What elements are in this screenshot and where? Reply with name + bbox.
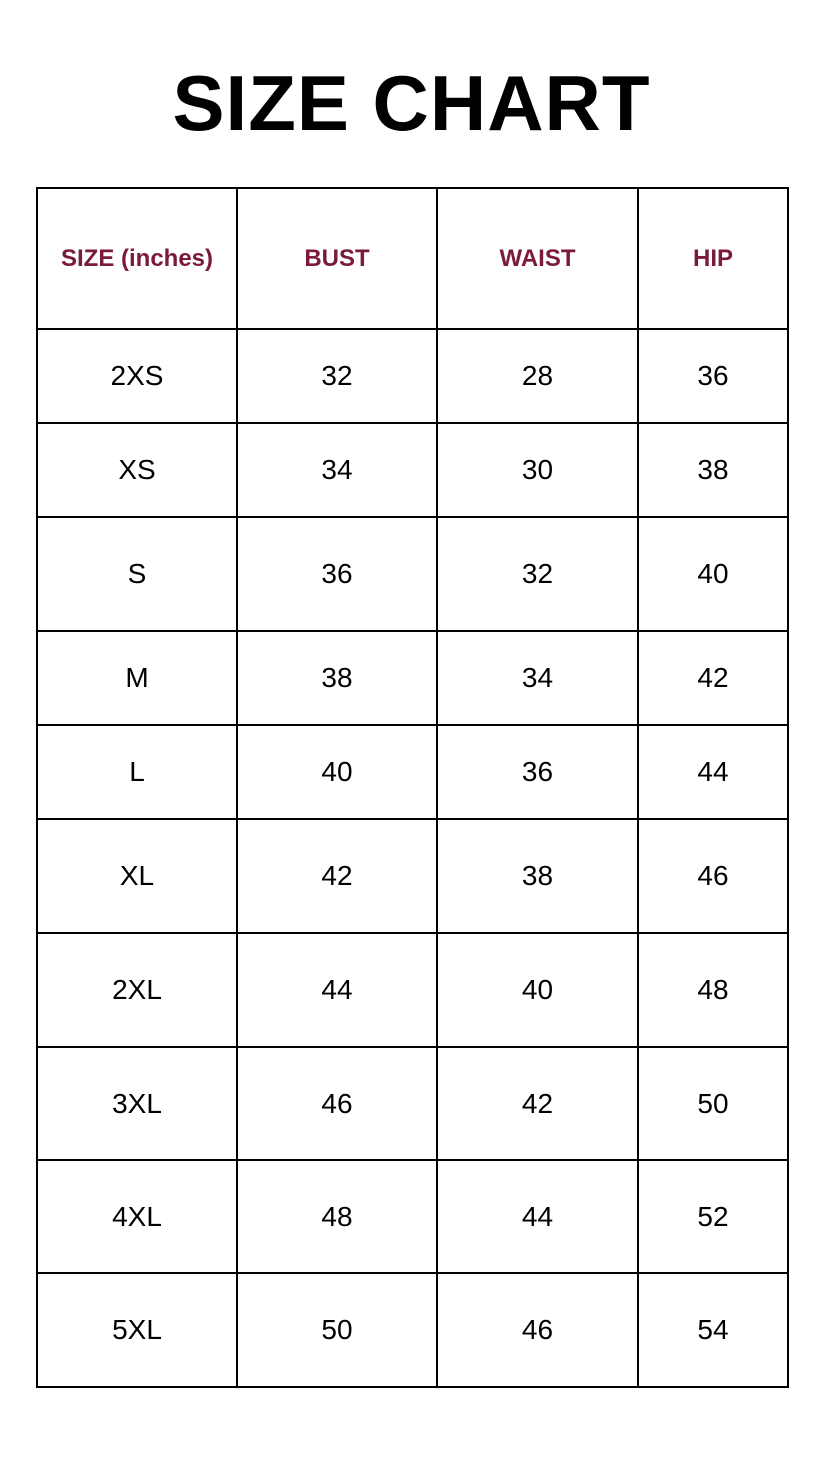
cell-bust: 46: [236, 1046, 438, 1161]
table-row: 2XL 44 40 48: [36, 932, 789, 1048]
cell-bust: 38: [236, 630, 438, 726]
cell-size: M: [36, 630, 238, 726]
table-row: XL 42 38 46: [36, 818, 789, 934]
table-row: M 38 34 42: [36, 630, 789, 726]
cell-waist: 46: [436, 1272, 639, 1388]
header-row: SIZE (inches) BUST WAIST HIP: [36, 187, 789, 330]
cell-hip: 46: [637, 818, 789, 934]
cell-size: 2XS: [36, 328, 238, 424]
cell-size: 2XL: [36, 932, 238, 1048]
cell-bust: 36: [236, 516, 438, 632]
cell-size: XL: [36, 818, 238, 934]
table-row: 2XS 32 28 36: [36, 328, 789, 424]
cell-hip: 42: [637, 630, 789, 726]
cell-size: L: [36, 724, 238, 820]
cell-waist: 42: [436, 1046, 639, 1161]
cell-waist: 38: [436, 818, 639, 934]
cell-hip: 38: [637, 422, 789, 518]
cell-bust: 50: [236, 1272, 438, 1388]
cell-bust: 48: [236, 1159, 438, 1274]
cell-hip: 36: [637, 328, 789, 424]
cell-size: 4XL: [36, 1159, 238, 1274]
cell-bust: 42: [236, 818, 438, 934]
cell-hip: 50: [637, 1046, 789, 1161]
cell-size: XS: [36, 422, 238, 518]
cell-hip: 52: [637, 1159, 789, 1274]
cell-hip: 48: [637, 932, 789, 1048]
size-chart-table: SIZE (inches) BUST WAIST HIP 2XS 32 28 36 XS…: [36, 187, 789, 1388]
cell-bust: 34: [236, 422, 438, 518]
cell-waist: 34: [436, 630, 639, 726]
table-row: 5XL 50 46 54: [36, 1272, 789, 1388]
cell-size: 5XL: [36, 1272, 238, 1388]
cell-waist: 32: [436, 516, 639, 632]
page-title: SIZE CHART: [172, 59, 651, 147]
table-row: XS 34 30 38: [36, 422, 789, 518]
header-size: SIZE (inches): [36, 187, 238, 330]
cell-waist: 36: [436, 724, 639, 820]
cell-waist: 40: [436, 932, 639, 1048]
cell-hip: 54: [637, 1272, 789, 1388]
table-row: 3XL 46 42 50: [36, 1046, 789, 1161]
cell-bust: 44: [236, 932, 438, 1048]
cell-bust: 32: [236, 328, 438, 424]
cell-waist: 30: [436, 422, 639, 518]
cell-bust: 40: [236, 724, 438, 820]
cell-waist: 44: [436, 1159, 639, 1274]
header-waist: WAIST: [436, 187, 639, 330]
cell-waist: 28: [436, 328, 639, 424]
header-bust: BUST: [236, 187, 438, 330]
cell-size: S: [36, 516, 238, 632]
table-row: 4XL 48 44 52: [36, 1159, 789, 1274]
table-row: L 40 36 44: [36, 724, 789, 820]
table-row: S 36 32 40: [36, 516, 789, 632]
cell-size: 3XL: [36, 1046, 238, 1161]
header-hip: HIP: [637, 187, 789, 330]
cell-hip: 44: [637, 724, 789, 820]
cell-hip: 40: [637, 516, 789, 632]
